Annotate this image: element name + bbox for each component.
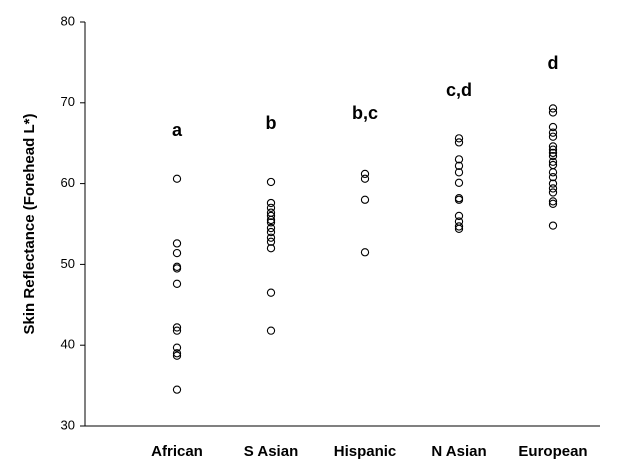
annotation: b,c: [352, 103, 378, 123]
point: [266, 288, 276, 297]
point: [266, 237, 276, 246]
point: [548, 132, 558, 141]
point: [266, 227, 276, 237]
point: [360, 248, 370, 257]
point: [172, 343, 182, 352]
point: [548, 168, 558, 177]
point: [548, 145, 558, 154]
point: [172, 349, 182, 358]
point: [266, 211, 276, 221]
point: [172, 326, 182, 335]
x-tick-label: African: [151, 443, 203, 460]
point: [172, 323, 182, 332]
point: [172, 174, 182, 183]
point: [266, 218, 276, 227]
point: [360, 195, 370, 204]
point: [454, 178, 464, 187]
x-tick-label: S Asian: [244, 443, 298, 460]
point: [548, 184, 558, 193]
point: [548, 221, 558, 230]
point: [548, 122, 558, 132]
point: [454, 222, 464, 231]
point: [266, 233, 276, 242]
point: [454, 161, 464, 170]
point: [548, 108, 558, 117]
point: [172, 248, 182, 258]
point: [548, 197, 558, 206]
point: [548, 148, 558, 158]
point: [548, 157, 558, 166]
point: [172, 351, 182, 360]
point: [548, 179, 558, 188]
annotation: c,d: [446, 80, 472, 100]
annotation: a: [172, 120, 183, 140]
x-tick-label: Hispanic: [334, 443, 397, 460]
point: [548, 104, 558, 113]
point: [266, 326, 276, 335]
annotation: b: [266, 113, 277, 133]
point: [548, 199, 558, 208]
point: [360, 174, 370, 183]
point: [548, 151, 558, 161]
y-tick-label: 70: [61, 94, 75, 109]
point: [548, 172, 558, 182]
point: [172, 385, 182, 394]
point: [172, 239, 182, 248]
point: [454, 211, 464, 221]
point: [172, 279, 182, 288]
point: [266, 244, 276, 253]
point: [454, 138, 464, 147]
point: [266, 198, 276, 208]
point: [266, 223, 276, 233]
y-axis-label: Skin Reflectance (Forehead L*): [21, 114, 38, 335]
point: [266, 203, 276, 212]
point: [266, 177, 276, 187]
y-tick-label: 40: [61, 337, 75, 352]
point: [454, 168, 464, 177]
point: [548, 142, 558, 151]
point: [266, 215, 276, 225]
annotation: d: [548, 53, 559, 73]
y-tick-label: 80: [61, 13, 75, 28]
y-tick-label: 30: [61, 417, 75, 432]
point: [360, 169, 370, 179]
point: [548, 128, 558, 137]
y-tick-label: 50: [61, 256, 75, 271]
y-tick-label: 60: [61, 175, 75, 190]
point: [454, 195, 464, 204]
point: [172, 264, 182, 273]
x-tick-label: N Asian: [431, 443, 486, 460]
x-tick-label: European: [518, 443, 587, 460]
point: [454, 224, 464, 233]
point: [454, 134, 464, 143]
point: [548, 188, 558, 197]
point: [454, 155, 464, 164]
